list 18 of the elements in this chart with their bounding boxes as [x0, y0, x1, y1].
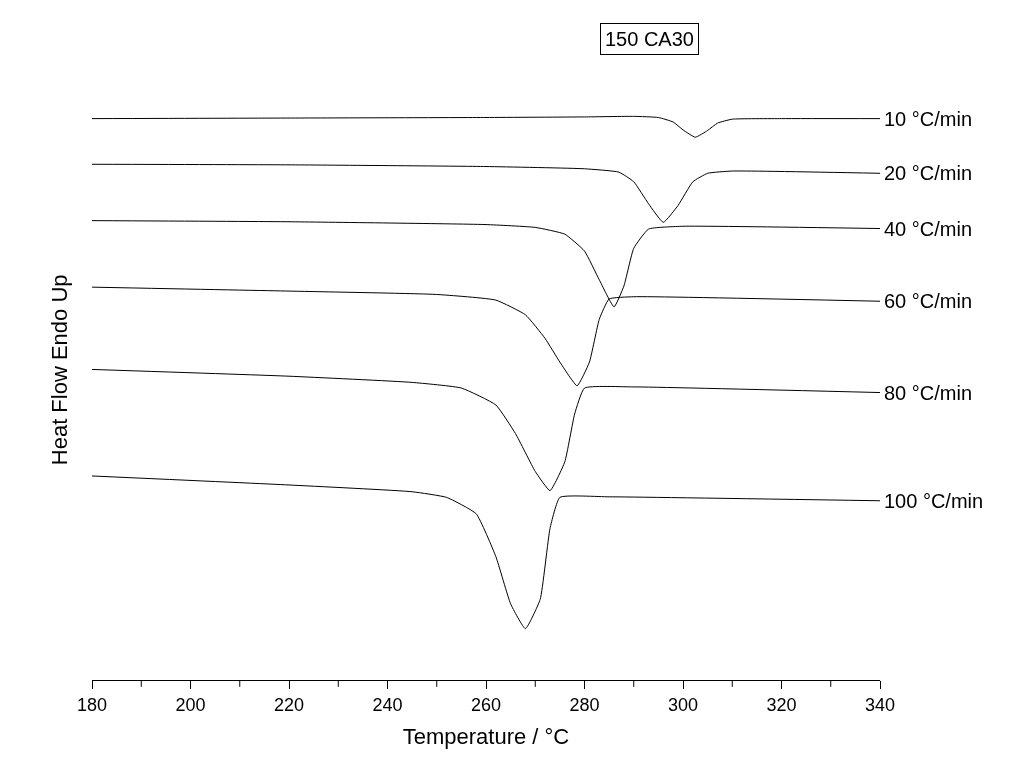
series-label: 40 °C/min	[884, 218, 973, 240]
x-tick-label: 220	[273, 694, 305, 715]
x-tick-label: 200	[175, 694, 206, 715]
x-axis-title: Temperature / °C	[402, 724, 570, 750]
text: 150 CA30	[605, 28, 694, 50]
series-label: 80 °C/min	[884, 382, 973, 404]
x-tick-label: 280	[569, 694, 600, 715]
x-tick-label: 240	[372, 694, 403, 715]
series-label: 10 °C/min	[884, 108, 973, 130]
series-label: 60 °C/min	[884, 290, 973, 312]
x-tick-label: 300	[667, 694, 699, 715]
x-tick-label: 320	[766, 694, 797, 715]
x-tick-label: 260	[470, 694, 502, 715]
x-tick-label: 180	[76, 694, 108, 715]
series-label: 100 °C/min	[884, 490, 984, 512]
x-tick-label: 340	[864, 694, 896, 715]
series-label: 20 °C/min	[884, 162, 973, 184]
y-axis-title: Heat Flow Endo Up	[47, 274, 73, 466]
